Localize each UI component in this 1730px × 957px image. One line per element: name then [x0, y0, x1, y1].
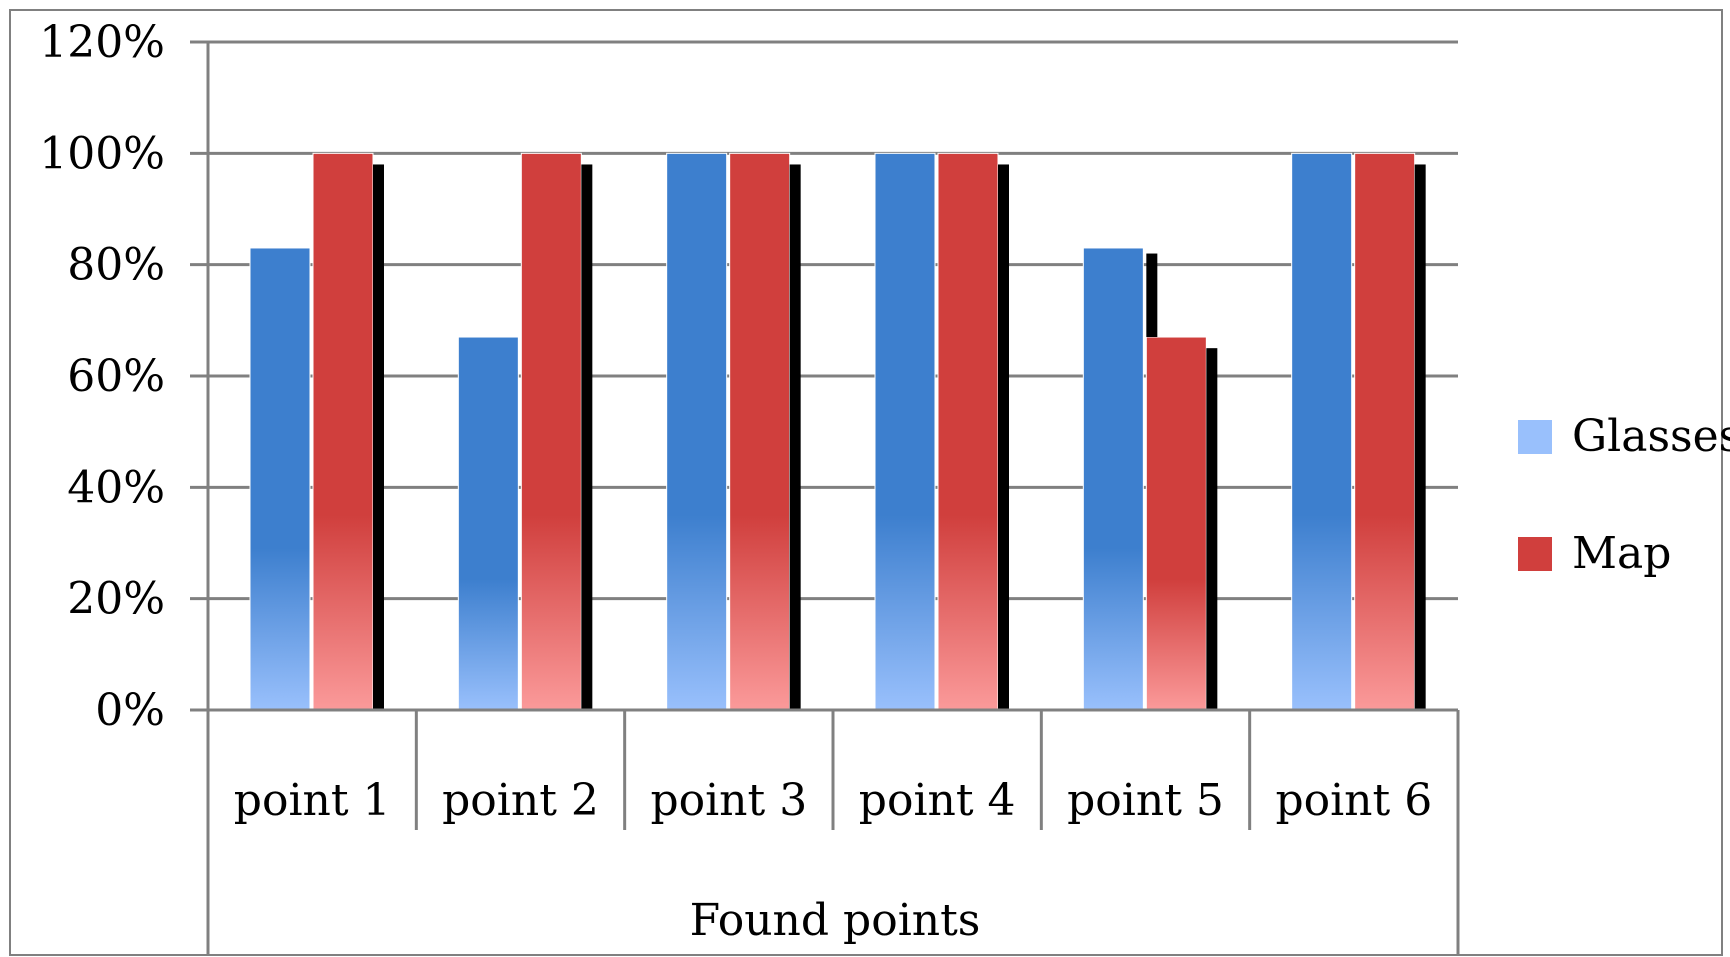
- y-tick-label: 40%: [67, 462, 165, 513]
- error-bar-glasses: [1146, 253, 1158, 338]
- category-label: point 6: [1275, 775, 1432, 826]
- category-label: point 1: [234, 775, 391, 826]
- bar-map: [312, 152, 374, 711]
- y-tick-label: 120%: [39, 17, 165, 68]
- y-axis-ticks: 0% 20% 40% 60% 80% 100% 120%: [39, 17, 165, 736]
- category-label: point 3: [650, 775, 807, 826]
- legend: Glasses Map: [1518, 411, 1730, 579]
- category-label: point 4: [859, 775, 1016, 826]
- error-bar-map: [1414, 164, 1426, 710]
- bar-map: [1145, 336, 1207, 711]
- error-bar-map: [581, 164, 593, 710]
- y-tick-label: 100%: [39, 128, 165, 179]
- x-axis: point 1 point 2 point 3 point 4 point 5 point…: [190, 708, 1460, 955]
- legend-label-glasses: Glasses: [1572, 411, 1730, 462]
- legend-label-map: Map: [1572, 528, 1671, 579]
- error-bar-map: [789, 164, 801, 710]
- y-tick-label: 20%: [67, 574, 165, 625]
- legend-swatch-map: [1518, 537, 1552, 571]
- y-tick-label: 80%: [67, 240, 165, 291]
- y-tick-label: 0%: [95, 685, 165, 736]
- bar-map: [1354, 152, 1416, 711]
- bars: [249, 152, 1426, 711]
- bar-glasses: [249, 247, 311, 711]
- bar-map: [520, 152, 582, 711]
- bar-glasses: [666, 152, 728, 711]
- error-bar-map: [1206, 348, 1218, 710]
- bar-glasses: [457, 336, 519, 711]
- chart-frame: [9, 9, 1723, 956]
- category-label: point 2: [442, 775, 599, 826]
- bar-map: [937, 152, 999, 711]
- bar-glasses: [1291, 152, 1353, 711]
- bar-glasses: [874, 152, 936, 711]
- category-label: point 5: [1067, 775, 1224, 826]
- error-bar-map: [373, 164, 384, 710]
- y-tick-label: 60%: [67, 351, 165, 402]
- error-bar-map: [998, 164, 1009, 710]
- x-axis-title: Found points: [690, 895, 981, 946]
- bar-map: [729, 152, 791, 711]
- bar-glasses: [1082, 247, 1144, 711]
- legend-swatch-glasses: [1518, 420, 1552, 454]
